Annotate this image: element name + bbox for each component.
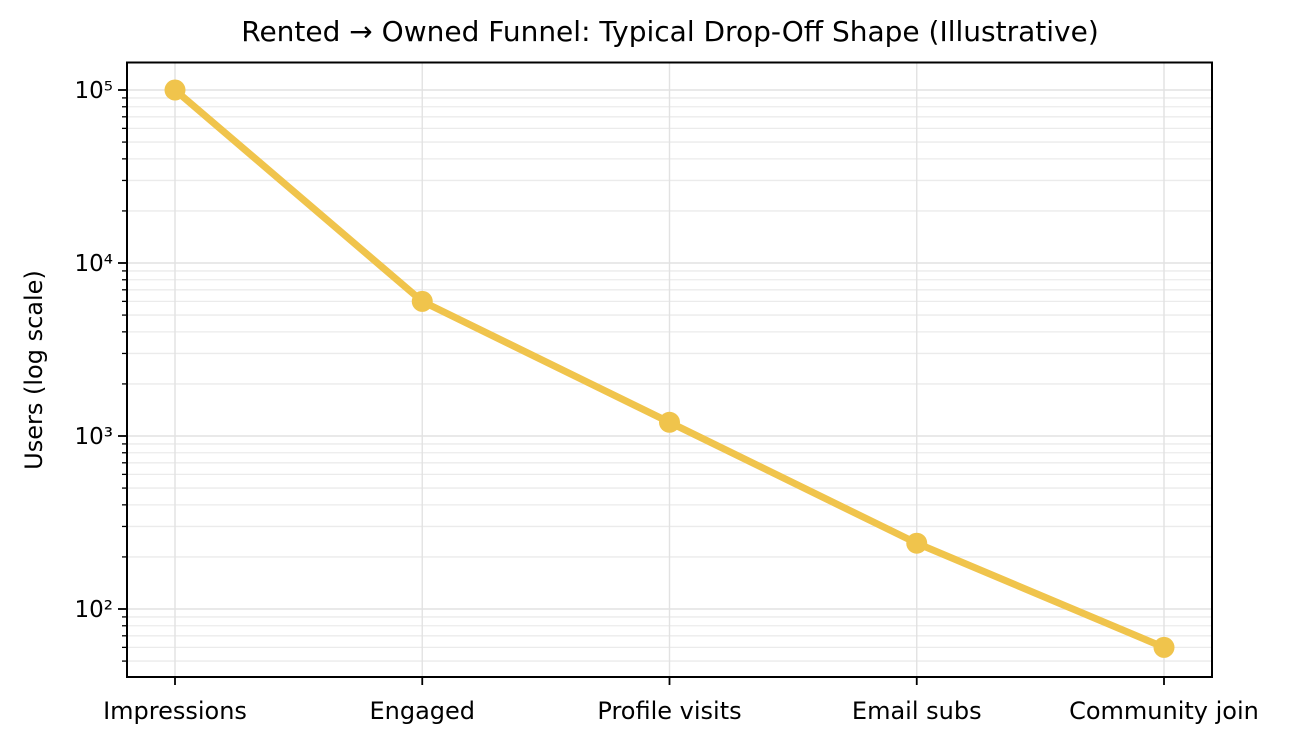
y-tick-label: 10³: [75, 424, 114, 450]
data-point: [1153, 636, 1175, 658]
chart-title: Rented → Owned Funnel: Typical Drop-Off …: [241, 15, 1099, 48]
x-tick-label: Email subs: [852, 697, 982, 725]
y-tick-label: 10⁵: [75, 78, 114, 104]
data-point: [906, 532, 928, 554]
y-tick-label: 10²: [75, 597, 114, 623]
data-point: [659, 411, 680, 433]
x-tick-label: Impressions: [103, 697, 247, 725]
x-tick-label: Engaged: [369, 697, 475, 725]
y-axis-label: Users (log scale): [20, 270, 48, 470]
data-point: [164, 79, 186, 101]
data-point: [411, 290, 433, 312]
x-tick-label: Community join: [1069, 697, 1259, 725]
x-tick-label: Profile visits: [597, 697, 741, 725]
y-tick-label: 10⁴: [75, 251, 114, 277]
